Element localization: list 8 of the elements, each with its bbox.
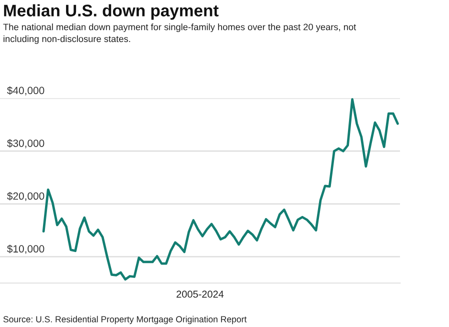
chart-subtitle: The national median down payment for single-family homes over the past 20 years, not including non-disclosure states. (3, 24, 356, 44)
y-tick-label: $30,000 (7, 139, 44, 148)
source-note: Source: U.S. Residential Property Mortgage Origination Report (3, 316, 247, 324)
y-tick-label: $10,000 (7, 244, 44, 254)
y-tick-label: $40,000 (7, 86, 44, 96)
x-axis-title: 2005-2024 (176, 290, 224, 298)
y-tick-label: $20,000 (7, 192, 44, 201)
chart-title: Median U.S. down payment (4, 4, 219, 20)
